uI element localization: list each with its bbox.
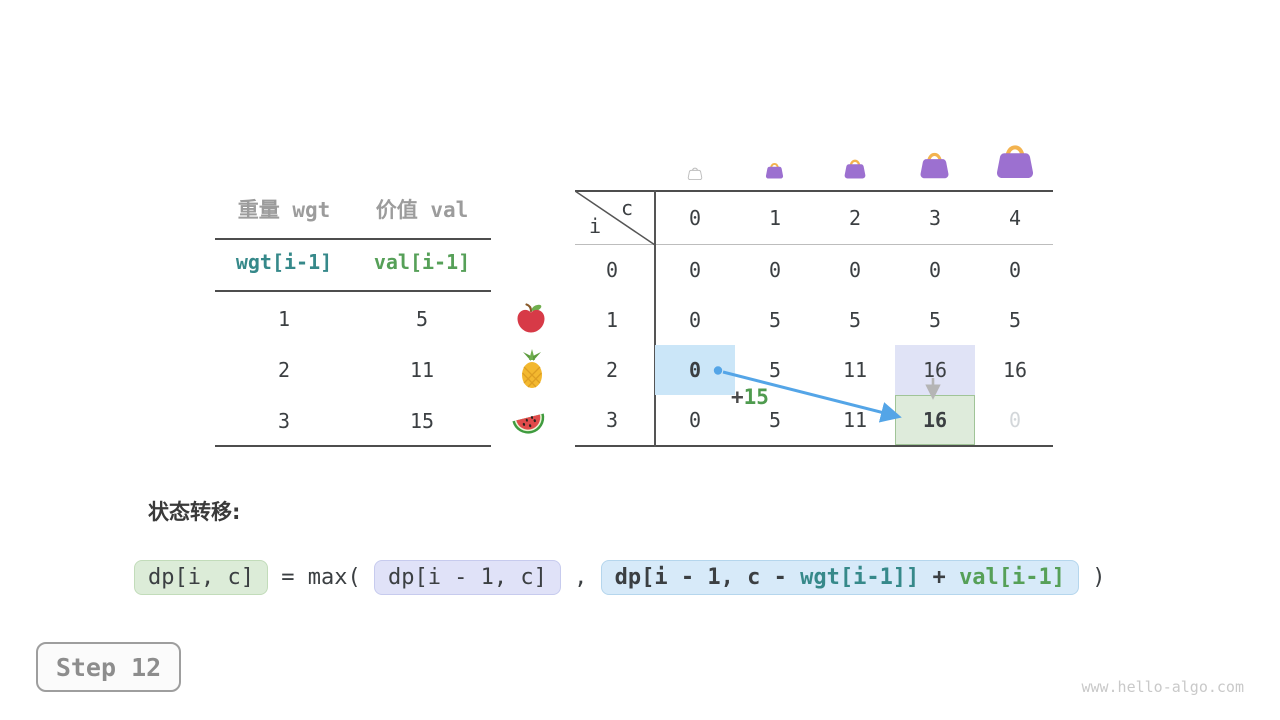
item-table-var-row: wgt[i-1] val[i-1] [215, 250, 491, 284]
dp-table-bottom-rule [575, 445, 1053, 447]
bag-icon-4 [996, 145, 1034, 179]
transition-formula: dp[i, c] = max( dp[i - 1, c] , dp[i - 1,… [134, 560, 1106, 595]
row-header-0: 0 [605, 258, 619, 282]
row-header-1: 1 [605, 308, 619, 332]
item-1-weight: 1 [277, 307, 291, 331]
dp-cell-1-4: 5 [1008, 308, 1022, 332]
candidate2-val-term: val[i-1] [959, 565, 1066, 590]
item-2-weight: 2 [277, 358, 291, 382]
dp-cell-2-3-candidate-highlighted: 16 [895, 345, 975, 395]
dp-cell-1-0: 0 [688, 308, 702, 332]
dp-cell-0-3: 0 [928, 258, 942, 282]
max-function-open: max( [307, 565, 374, 590]
dp-table: c i 0 1 2 3 4 0 1 2 3 0 0 0 0 0 0 5 5 5 … [575, 190, 1053, 448]
item-3-value: 15 [409, 409, 435, 433]
dp-table-header-rule [575, 244, 1053, 245]
added-value: 15 [743, 385, 769, 409]
bag-icon-1 [765, 163, 784, 179]
item-1-value: 5 [415, 307, 429, 331]
candidate2-prefix: dp[i - 1, c - [614, 565, 801, 590]
equals-operator: = [267, 565, 308, 590]
item-row-2: 2 11 [215, 355, 491, 385]
col-header-2: 2 [848, 206, 862, 230]
item-row-1: 1 5 [215, 304, 491, 334]
candidate2-wgt-term: wgt[i-1]] [800, 565, 920, 590]
col-header-1: 1 [768, 206, 782, 230]
apple-icon [512, 299, 550, 337]
item-table-header-row: 重量 wgt 价值 val [215, 194, 491, 226]
formula-lhs-pill: dp[i, c] [134, 560, 268, 595]
value-column-header: 价值 val [375, 198, 469, 222]
dp-column-headers: 0 1 2 3 4 [655, 192, 1055, 244]
item-table-rule [215, 290, 491, 292]
corner-diagonal-line [575, 190, 656, 246]
item-2-value: 11 [409, 358, 435, 382]
dp-cell-2-4: 16 [1002, 358, 1028, 382]
index-var-label: i [589, 214, 602, 238]
step-badge: Step 12 [36, 642, 181, 692]
formula-candidate2-pill: dp[i - 1, c - wgt[i-1]] + val[i-1] [600, 560, 1080, 595]
dp-table-top-rule [575, 190, 1053, 192]
col-header-4: 4 [1008, 206, 1022, 230]
item-table-rule [215, 238, 491, 240]
wgt-var-label: wgt[i-1] [235, 250, 333, 274]
dp-cell-1-2: 5 [848, 308, 862, 332]
bag-icon-2 [844, 159, 866, 179]
dp-cell-0-1: 0 [768, 258, 782, 282]
col-header-3: 3 [928, 206, 942, 230]
dp-cell-0-4: 0 [1008, 258, 1022, 282]
dp-cell-3-4-uncomputed: 0 [1008, 408, 1022, 432]
state-transition-title: 状态转移: [148, 500, 241, 524]
close-paren: ) [1079, 565, 1106, 590]
dp-cell-2-2: 11 [842, 358, 868, 382]
dp-cells: 0 0 0 0 0 0 5 5 5 5 0 5 11 16 16 0 5 11 … [655, 245, 1055, 445]
item-row-3: 3 15 [215, 406, 491, 436]
pineapple-icon [513, 349, 551, 388]
weight-column-header: 重量 wgt [237, 198, 331, 222]
row-header-3: 3 [605, 408, 619, 432]
site-watermark: www.hello-algo.com [1081, 678, 1244, 696]
capacity-var-label: c [621, 196, 634, 220]
bag-icon-3 [920, 152, 949, 179]
val-var-label: val[i-1] [373, 250, 471, 274]
dp-cell-0-0: 0 [688, 258, 702, 282]
comma-separator: , [560, 565, 601, 590]
item-3-weight: 3 [277, 409, 291, 433]
dp-table-vertical-rule [654, 190, 656, 447]
dp-cell-2-0-source-highlighted: 0 [655, 345, 735, 395]
col-header-0: 0 [688, 206, 702, 230]
empty-bag-icon [687, 167, 703, 180]
dp-cell-3-3-current-highlighted: 16 [895, 395, 975, 445]
item-table: 重量 wgt 价值 val wgt[i-1] val[i-1] 1 5 2 11… [215, 190, 491, 448]
candidate2-plus: + [919, 565, 960, 590]
dp-cell-1-3: 5 [928, 308, 942, 332]
dp-cell-1-1: 5 [768, 308, 782, 332]
dp-cell-3-2: 11 [842, 408, 868, 432]
step-label: Step 12 [55, 652, 162, 682]
plus-value-annotation: +15 [731, 385, 769, 409]
row-header-2: 2 [605, 358, 619, 382]
plus-sign: + [731, 385, 744, 409]
watermelon-icon [510, 405, 548, 443]
formula-candidate1-pill: dp[i - 1, c] [373, 560, 561, 595]
dp-cell-3-0: 0 [688, 408, 702, 432]
dp-cell-0-2: 0 [848, 258, 862, 282]
item-table-rule [215, 445, 491, 447]
dp-row-headers: 0 1 2 3 [575, 245, 649, 445]
